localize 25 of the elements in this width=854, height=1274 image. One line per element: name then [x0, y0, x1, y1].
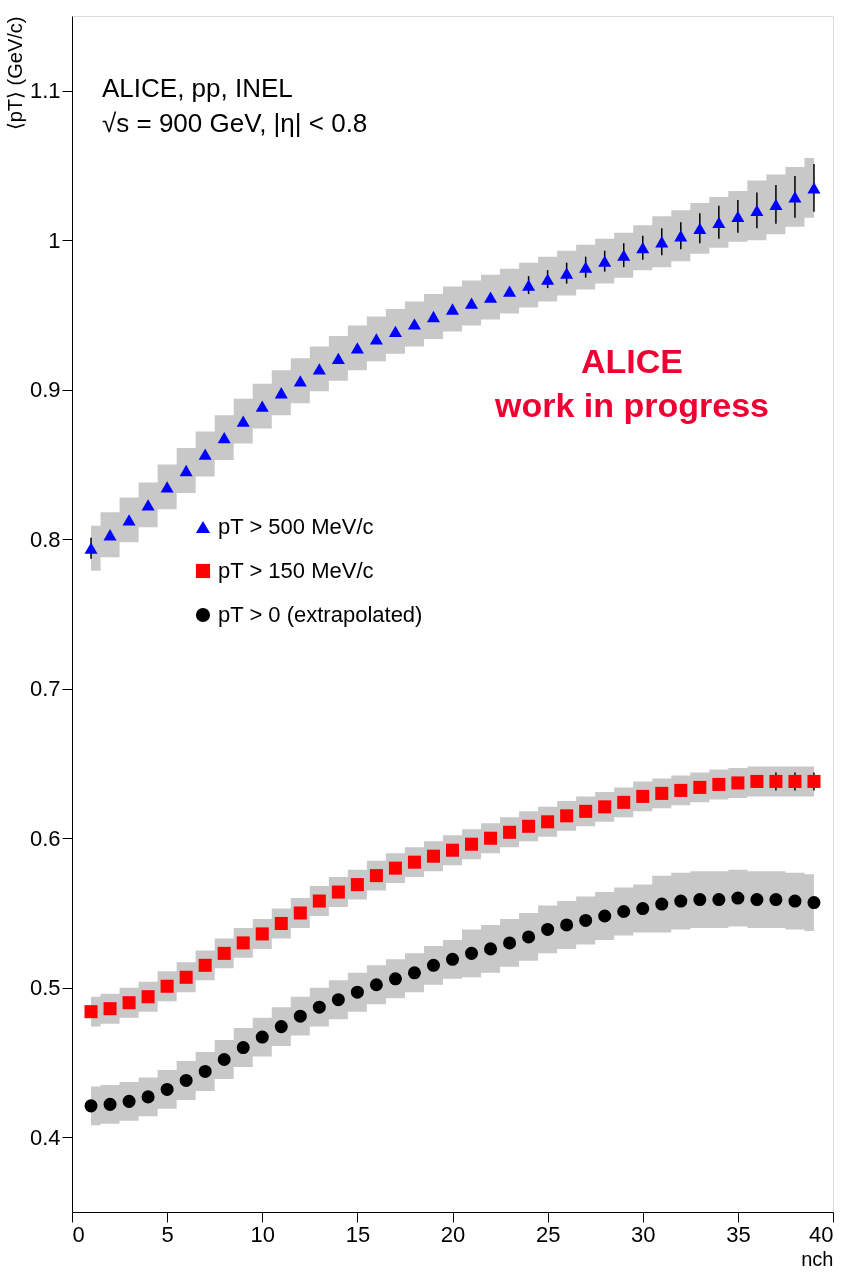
- annotation: ALICE work in progress: [494, 342, 769, 425]
- x-tick-label: 15: [345, 1221, 371, 1247]
- y-tick-label: 0.8: [29, 526, 61, 552]
- y-tick-label: 0.5: [29, 975, 61, 1001]
- legend-label: pT > 0 (extrapolated): [218, 602, 423, 627]
- x-axis-title: nch: [801, 1247, 834, 1270]
- x-tick-label: 5: [161, 1221, 174, 1247]
- legend-label: pT > 500 MeV/c: [218, 514, 374, 539]
- x-tick-label: 0: [72, 1221, 85, 1247]
- y-tick-label: 1.1: [29, 78, 61, 104]
- legend-label: pT > 150 MeV/c: [218, 558, 374, 583]
- y-tick-label: 0.7: [29, 676, 61, 702]
- x-tick-label: 30: [631, 1221, 656, 1247]
- y-tick-label: 0.4: [29, 1124, 61, 1150]
- y-tick-label: 1: [48, 227, 61, 253]
- x-tick-label: 35: [726, 1221, 751, 1247]
- annotation: ALICE, pp, INEL: [102, 73, 293, 103]
- y-axis-title: ⟨pT⟩ (GeV/c): [3, 16, 26, 131]
- y-tick-label: 0.6: [29, 825, 61, 851]
- x-tick-label: 10: [250, 1221, 275, 1247]
- x-tick-label: 40: [809, 1221, 834, 1247]
- x-tick-label: 25: [535, 1221, 561, 1247]
- y-tick-label: 0.9: [29, 377, 61, 403]
- x-tick-label: 20: [440, 1221, 466, 1247]
- annotation: √s = 900 GeV, |η| < 0.8: [102, 108, 368, 138]
